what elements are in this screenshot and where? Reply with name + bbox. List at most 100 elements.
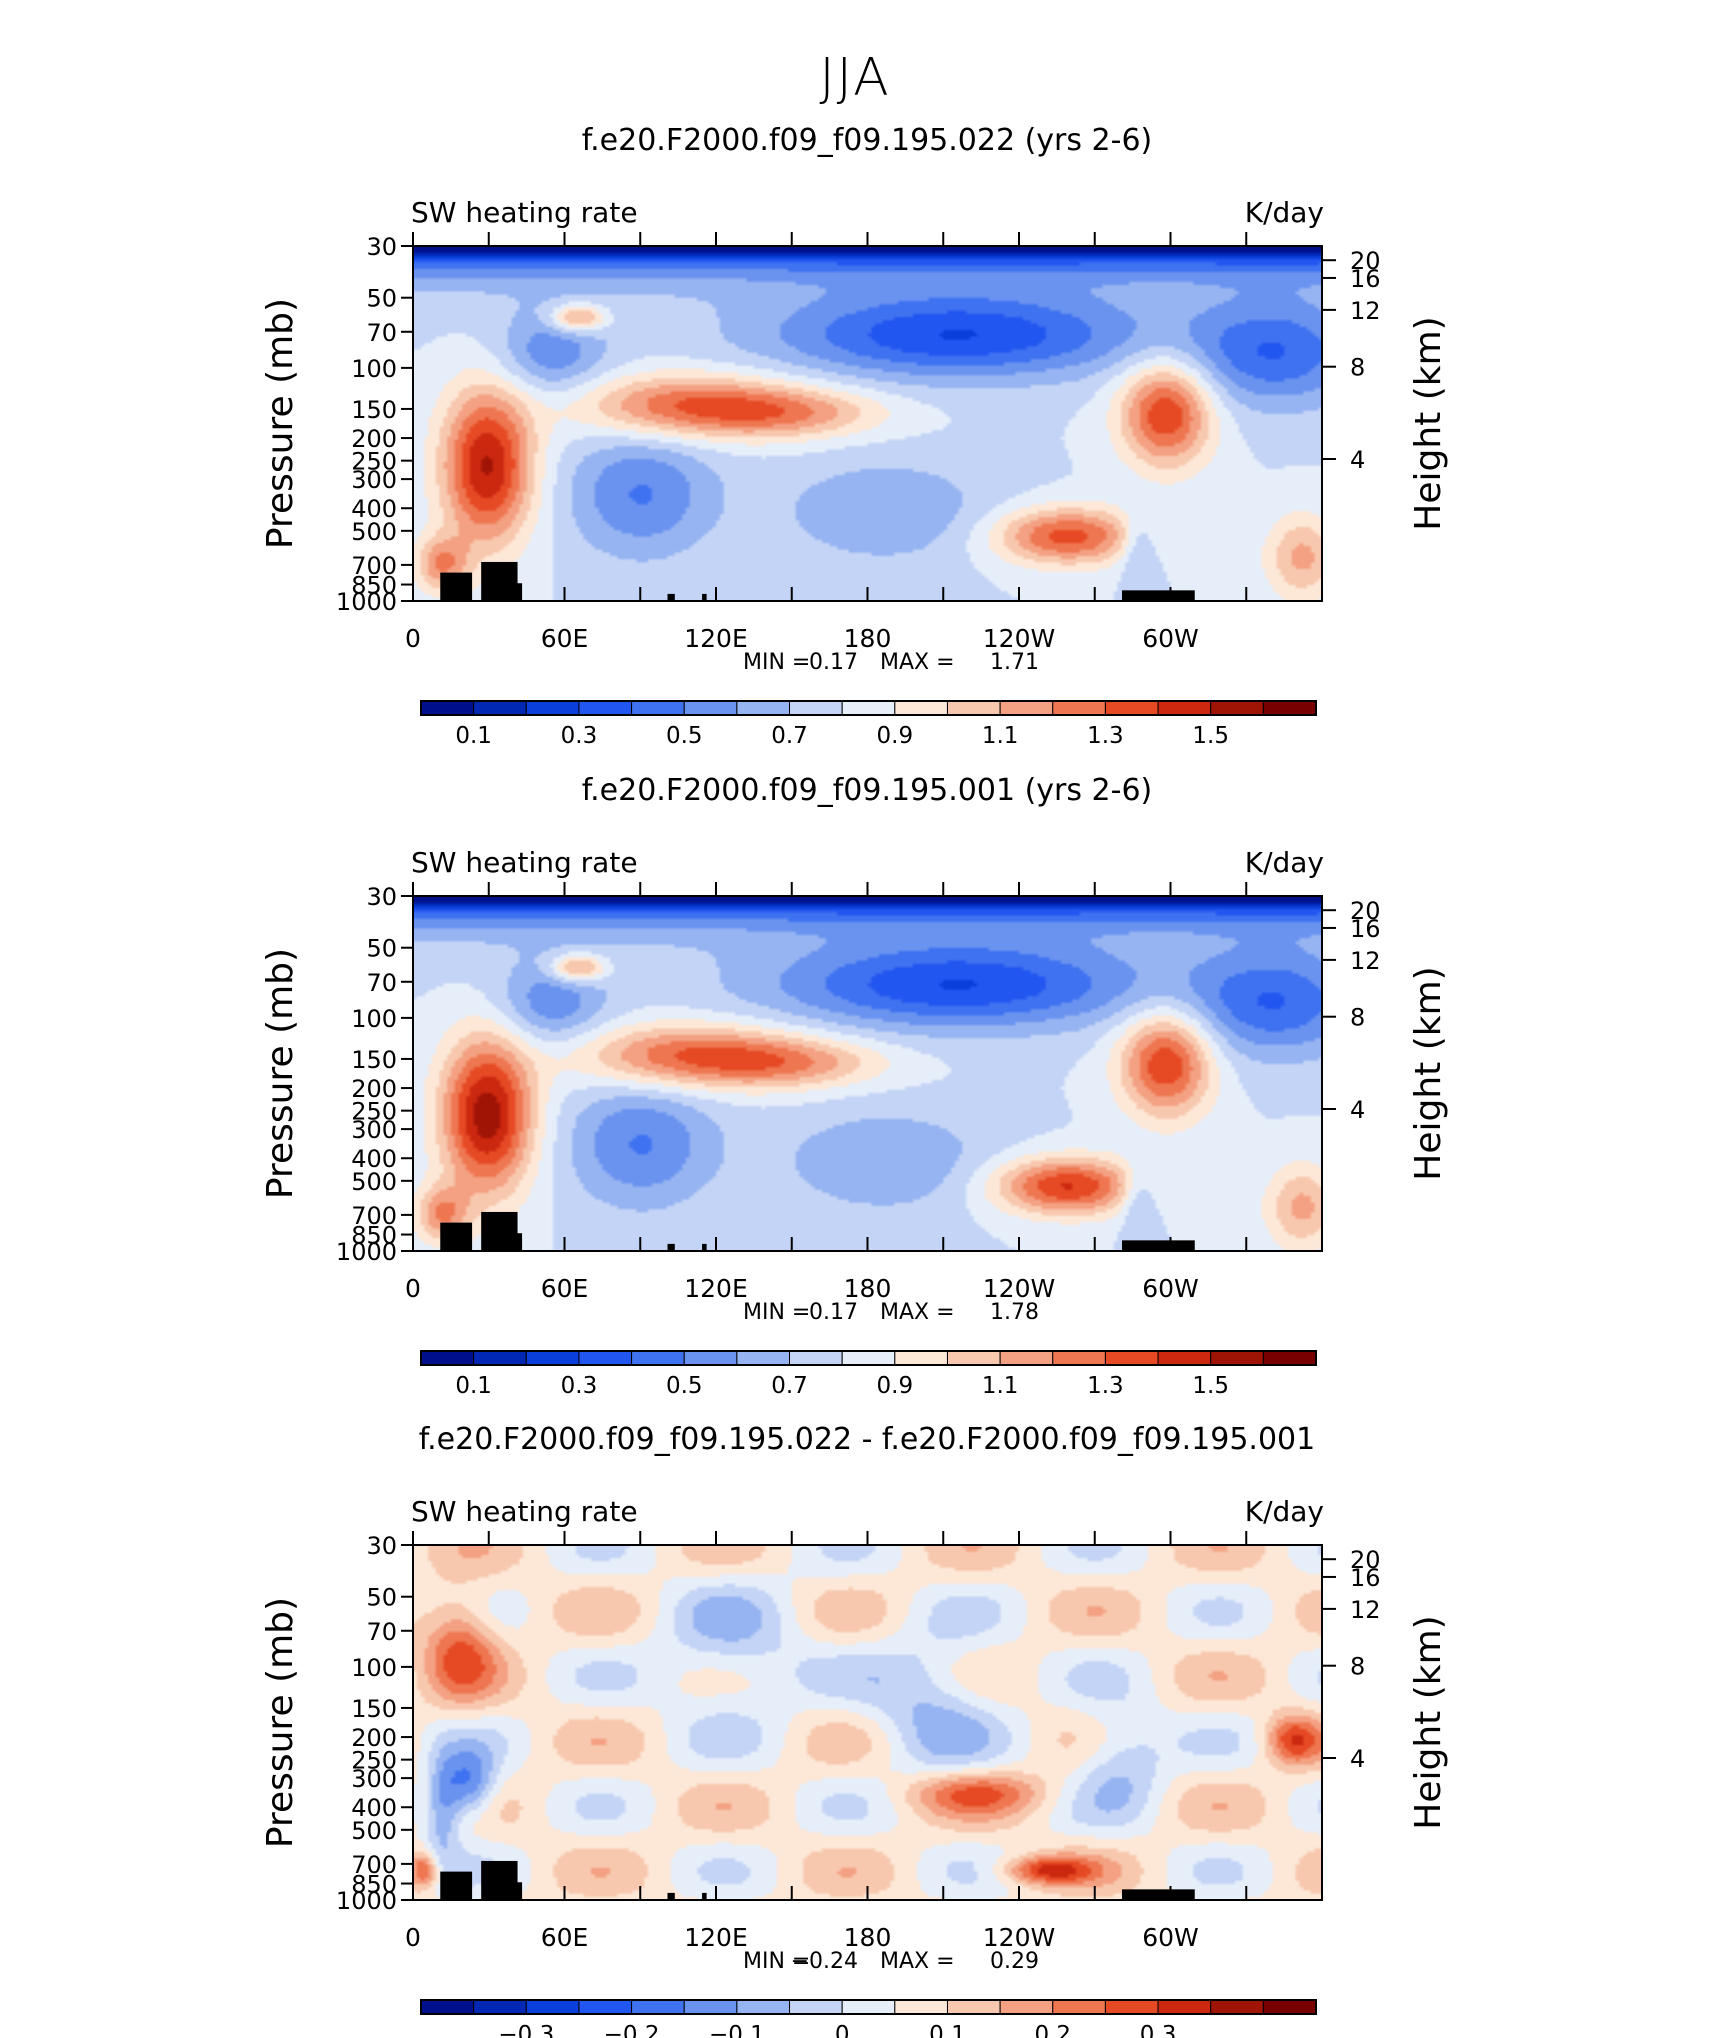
colorbar-swatch xyxy=(841,1999,896,2015)
colorbar-swatch xyxy=(894,1350,948,1366)
height-tick-label: 16 xyxy=(1350,1564,1381,1592)
max-value: 1.71 xyxy=(990,650,1039,675)
height-tick-label: 12 xyxy=(1350,1596,1381,1624)
colorbar-swatch xyxy=(841,700,896,716)
y-tick-label: 300 xyxy=(351,466,397,494)
colorbar-swatch xyxy=(1210,1999,1264,2015)
topography-mask xyxy=(512,1882,523,1900)
colorbar-label: 0.1 xyxy=(455,723,492,749)
colorbar-swatch xyxy=(999,1350,1054,1366)
x-tick-label: 180 xyxy=(844,624,892,653)
y-tick-label: 250 xyxy=(351,1747,397,1775)
colorbar-label: 0.7 xyxy=(771,723,808,749)
contour-field-2 xyxy=(413,1545,1322,1900)
colorbar-label: −0.3 xyxy=(498,2022,554,2038)
y-tick-label: 100 xyxy=(351,1005,397,1033)
topography-mask xyxy=(512,1233,523,1251)
colorbar-swatch xyxy=(631,1350,685,1366)
y-axis-label: Pressure (mb) xyxy=(260,948,301,1199)
height-tick-label: 20 xyxy=(1350,247,1381,275)
colorbar-label: 0.3 xyxy=(1140,2022,1177,2038)
variable-name: SW heating rate xyxy=(411,1495,638,1528)
colorbar-label: 0 xyxy=(835,2022,850,2038)
colorbar-label: 0.9 xyxy=(877,723,914,749)
x-tick-label: 0 xyxy=(405,1274,421,1303)
colorbar-swatch xyxy=(789,1350,843,1366)
min-label: MIN = xyxy=(743,650,810,675)
contour-field-0 xyxy=(413,246,1322,601)
colorbar-swatch xyxy=(578,1350,633,1366)
y-tick-label: 850 xyxy=(351,1871,397,1899)
x-tick-label: 60W xyxy=(1142,1923,1199,1952)
colorbar-label: 0.5 xyxy=(666,723,703,749)
colorbar-swatch xyxy=(789,700,843,716)
y-tick-label: 1000 xyxy=(336,1887,397,1915)
y-tick-label: 70 xyxy=(366,1618,397,1646)
topography-mask xyxy=(1122,590,1195,601)
colorbar-swatch xyxy=(1210,700,1264,716)
x-tick-label: 180 xyxy=(844,1923,892,1952)
colorbar-swatch xyxy=(1262,700,1317,716)
y-tick-label: 30 xyxy=(366,233,397,261)
colorbar-swatch xyxy=(473,700,527,716)
topography-mask xyxy=(512,583,523,601)
y-tick-label: 150 xyxy=(351,1046,397,1074)
x-tick-label: 120E xyxy=(684,1274,748,1303)
x-tick-label: 60E xyxy=(541,624,589,653)
y-tick-label: 150 xyxy=(351,396,397,424)
colorbar-swatch xyxy=(894,700,948,716)
y-tick-label: 150 xyxy=(351,1695,397,1723)
colorbar-swatch xyxy=(1052,1350,1106,1366)
y-tick-label: 300 xyxy=(351,1765,397,1793)
colorbar-swatch xyxy=(736,700,791,716)
y-tick-label: 200 xyxy=(351,1724,397,1752)
height-tick-label: 16 xyxy=(1350,265,1381,293)
colorbar-label: −0.2 xyxy=(604,2022,660,2038)
y-tick-label: 500 xyxy=(351,518,397,546)
colorbar-swatch xyxy=(999,1999,1054,2015)
colorbar-label: 0.3 xyxy=(561,1373,598,1399)
colorbar-swatch xyxy=(473,1350,527,1366)
units-label: K/day xyxy=(1245,1495,1324,1528)
height-tick-label: 16 xyxy=(1350,915,1381,943)
height-tick-label: 12 xyxy=(1350,297,1381,325)
y-tick-label: 70 xyxy=(366,319,397,347)
topography-mask xyxy=(481,1860,518,1900)
y-tick-label: 200 xyxy=(351,1075,397,1103)
colorbar-swatch xyxy=(789,1999,843,2015)
topography-mask xyxy=(667,1892,675,1900)
y-axis-label: Pressure (mb) xyxy=(260,1597,301,1848)
height-tick-label: 8 xyxy=(1350,1653,1365,1681)
colorbar-swatch xyxy=(525,700,580,716)
colorbar-swatch xyxy=(683,700,738,716)
colorbar-swatch xyxy=(1104,700,1159,716)
units-label: K/day xyxy=(1245,846,1324,879)
colorbar-label: 0.3 xyxy=(561,723,598,749)
colorbar-swatch xyxy=(1052,1999,1106,2015)
y-tick-label: 400 xyxy=(351,1794,397,1822)
colorbar-swatch xyxy=(631,700,685,716)
colorbar-swatch xyxy=(999,700,1054,716)
colorbar-label: 1.3 xyxy=(1087,1373,1124,1399)
y-tick-label: 250 xyxy=(351,448,397,476)
colorbar-swatch xyxy=(1104,1999,1159,2015)
topography-mask xyxy=(481,1211,518,1251)
y-tick-label: 850 xyxy=(351,1222,397,1250)
contour-field-1 xyxy=(413,896,1322,1251)
y-tick-label: 700 xyxy=(351,1202,397,1230)
height-tick-label: 20 xyxy=(1350,897,1381,925)
panel-title: f.e20.F2000.f09_f09.195.022 (yrs 2-6) xyxy=(582,123,1152,158)
figure-title: JJA xyxy=(819,48,891,108)
y-tick-label: 100 xyxy=(351,355,397,383)
colorbar-swatch xyxy=(894,1999,948,2015)
panel-title: f.e20.F2000.f09_f09.195.001 (yrs 2-6) xyxy=(582,773,1152,808)
colorbar-swatch xyxy=(736,1350,791,1366)
colorbar-swatch xyxy=(473,1999,527,2015)
colorbar-swatch xyxy=(525,1350,580,1366)
topography-mask xyxy=(702,593,707,601)
x-tick-label: 120E xyxy=(684,1923,748,1952)
x-tick-label: 0 xyxy=(405,1923,421,1952)
colorbar-swatch xyxy=(578,1999,633,2015)
colorbar-swatch xyxy=(946,1350,1001,1366)
